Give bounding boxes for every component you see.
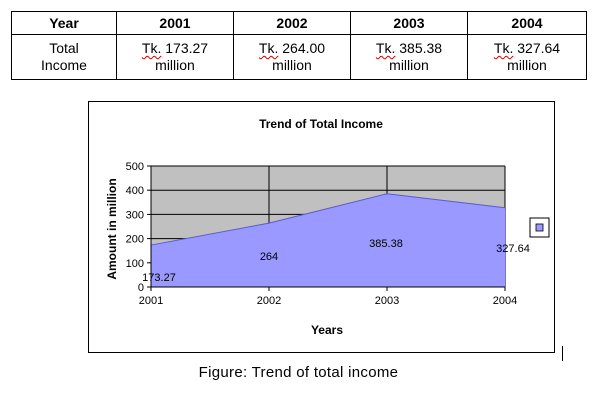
figure-caption: Figure: Trend of total income bbox=[198, 364, 399, 381]
data-label: 327.64 bbox=[496, 243, 530, 255]
header-2002: 2002 bbox=[233, 11, 351, 35]
y-tick-label: 200 bbox=[126, 234, 144, 246]
income-unit: million bbox=[272, 57, 312, 73]
currency-prefix: Tk. bbox=[258, 40, 279, 56]
income-unit: million bbox=[507, 57, 547, 73]
table-row: Total Income Tk. 173.27 million Tk. 264.… bbox=[11, 34, 587, 80]
income-cell-2001: Tk. 173.27 million bbox=[116, 34, 234, 80]
y-tick-label: 300 bbox=[126, 209, 144, 221]
header-2003: 2003 bbox=[350, 11, 468, 35]
table-header-row: Year 2001 2002 2003 2004 bbox=[11, 11, 587, 35]
y-axis-label: Amount in million bbox=[105, 178, 119, 279]
header-2004: 2004 bbox=[467, 11, 587, 35]
header-2001: 2001 bbox=[116, 11, 234, 35]
income-table: Year 2001 2002 2003 2004 Total Income Tk… bbox=[11, 11, 587, 80]
income-amount: 264.00 bbox=[282, 40, 326, 56]
data-label: 385.38 bbox=[369, 238, 403, 250]
income-unit: million bbox=[389, 57, 429, 73]
income-amount: 173.27 bbox=[165, 40, 209, 56]
row-label-line1: Total bbox=[49, 40, 79, 56]
axis-layer bbox=[147, 165, 506, 291]
income-cell-2002: Tk. 264.00 million bbox=[233, 34, 351, 80]
y-tick-label: 100 bbox=[126, 258, 144, 270]
currency-prefix: Tk. bbox=[141, 40, 162, 56]
text-cursor bbox=[562, 346, 563, 361]
data-label: 173.27 bbox=[142, 272, 176, 284]
income-unit: million bbox=[155, 57, 195, 73]
data-labels: 173.27 264 385.38 327.64 bbox=[142, 238, 530, 284]
y-tick-label: 0 bbox=[138, 282, 144, 294]
y-tick-label: 400 bbox=[126, 185, 144, 197]
row-label-cell: Total Income bbox=[11, 34, 117, 80]
income-cell-2003: Tk. 385.38 million bbox=[350, 34, 468, 80]
series-area bbox=[151, 193, 505, 287]
area-chart: Trend of Total Income 0 100 200 300 400 500 2… bbox=[105, 117, 550, 337]
row-label-line2: Income bbox=[41, 57, 87, 73]
header-year: Year bbox=[11, 11, 117, 35]
currency-prefix: Tk. bbox=[493, 40, 514, 56]
income-cell-2004: Tk. 327.64 million bbox=[467, 34, 587, 80]
chart-title: Trend of Total Income bbox=[259, 117, 383, 131]
x-tick-labels: 2001 2002 2003 2004 bbox=[139, 295, 517, 307]
income-amount: 385.38 bbox=[399, 40, 443, 56]
x-tick-label: 2002 bbox=[257, 295, 281, 307]
data-label: 264 bbox=[260, 251, 278, 263]
x-tick-label: 2003 bbox=[375, 295, 399, 307]
y-tick-labels: 0 100 200 300 400 500 bbox=[126, 161, 144, 294]
x-tick-label: 2004 bbox=[493, 295, 517, 307]
y-tick-label: 500 bbox=[126, 161, 144, 173]
legend-swatch bbox=[535, 223, 544, 232]
income-amount: 327.64 bbox=[517, 40, 561, 56]
chart-frame: Trend of Total Income 0 100 200 300 400 500 2… bbox=[88, 101, 555, 353]
currency-prefix: Tk. bbox=[375, 40, 396, 56]
x-axis-label: Years bbox=[311, 323, 343, 337]
x-tick-label: 2001 bbox=[139, 295, 163, 307]
series-edge bbox=[150, 193, 506, 246]
